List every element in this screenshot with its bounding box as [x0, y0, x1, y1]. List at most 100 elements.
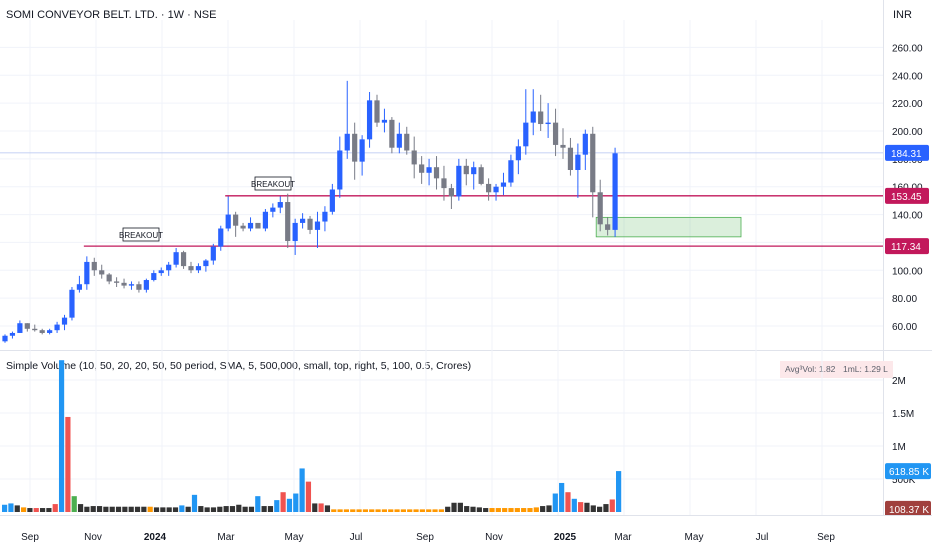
volume-bar [267, 506, 274, 512]
volume-chart[interactable]: 500K 1M 1.5M 2M 618.85 K 108.37 K [0, 350, 932, 515]
volume-bar [71, 496, 77, 512]
breakout-label: BREAKOUT [251, 176, 295, 191]
candle [106, 273, 112, 285]
price-tick-label: 260.00 [892, 43, 923, 54]
candle [359, 135, 365, 176]
time-axis[interactable]: Sep Nov 2024 Mar May Jul Sep Nov 2025 Mar May Jul Se… [0, 515, 932, 550]
candle-body [136, 284, 142, 290]
price-chart[interactable]: 60.0080.00100.00120.00140.00160.00180.00… [0, 0, 932, 350]
price-tick-label: 220.00 [892, 99, 923, 110]
candle [352, 122, 358, 180]
candle-body [210, 246, 216, 261]
price-badge-text: 153.45 [891, 192, 922, 203]
candle [180, 250, 187, 269]
candle [322, 206, 328, 232]
candle-body [337, 150, 343, 190]
time-label: Sep [21, 532, 39, 543]
volume-bar [597, 506, 603, 512]
volume-bar [204, 507, 210, 512]
volume-bar [375, 509, 381, 512]
volume-bar [609, 499, 615, 512]
candle [24, 323, 30, 332]
candle-body [567, 147, 574, 170]
candle-body [552, 122, 559, 145]
one-ml-badge: 1mL: 1.29 L [838, 361, 893, 378]
candle [173, 247, 179, 268]
candle-body [262, 211, 268, 229]
volume-bar [571, 498, 577, 512]
volume-bar [388, 509, 394, 512]
candle [448, 183, 454, 209]
candle-body [322, 211, 328, 222]
candle-body [91, 261, 97, 271]
candle [47, 328, 53, 335]
volume-tick-label: 500K [892, 475, 916, 486]
volume-bar [533, 507, 539, 512]
candle [61, 314, 68, 331]
volume-bar [457, 502, 463, 512]
volume-bar [407, 509, 413, 512]
volume-bar [426, 509, 432, 512]
candle [493, 183, 499, 201]
time-axis-divider [0, 515, 932, 516]
candle-body [2, 335, 8, 342]
candle [612, 147, 618, 237]
price-badge-2: 117.34 [885, 238, 929, 255]
candle [530, 89, 536, 136]
pane-divider[interactable] [0, 350, 932, 351]
volume-legend[interactable]: Simple Volume (10, 50, 20, 20, 50, 50 pe… [6, 360, 472, 372]
candle [240, 222, 246, 232]
volume-bar [52, 504, 58, 512]
candle-body [500, 182, 507, 187]
price-badge-text: 117.34 [891, 242, 921, 253]
volume-bar [495, 508, 501, 512]
volume-badge-0: 618.85 K [885, 463, 931, 480]
volume-bar [160, 507, 166, 512]
candle [337, 136, 343, 198]
candle [210, 243, 216, 265]
volume-bar [432, 509, 438, 512]
candle-body [106, 274, 112, 282]
volume-bar [65, 416, 71, 512]
candle [39, 328, 45, 335]
candle [166, 261, 172, 276]
candle [411, 136, 417, 179]
currency-label[interactable]: INR [893, 9, 912, 21]
candle-body [218, 228, 224, 247]
breakout-label-box [254, 176, 292, 191]
candle-body [493, 186, 499, 193]
candle [508, 154, 514, 187]
volume-bar [286, 498, 293, 512]
candle-body [9, 332, 16, 336]
candle-body [99, 270, 105, 275]
volume-bar [299, 468, 305, 512]
time-label: Mar [217, 532, 235, 543]
candle-body [508, 160, 514, 183]
volume-bar [464, 506, 470, 512]
candle [247, 217, 254, 232]
candle [329, 183, 335, 215]
candle-body [255, 222, 261, 229]
candle [523, 89, 529, 155]
candle [590, 126, 596, 218]
volume-bar [362, 509, 369, 512]
candle [478, 164, 484, 186]
candle-body [84, 261, 90, 285]
volume-bar [603, 504, 609, 512]
price-tick-label: 80.00 [892, 294, 917, 305]
volume-bar [280, 492, 286, 512]
volume-bar [451, 502, 457, 512]
time-label: Nov [84, 532, 102, 543]
candle-body [456, 165, 462, 197]
candle [366, 91, 373, 148]
candle-body [478, 167, 484, 184]
chart-title: SOMI CONVEYOR BELT. LTD. · 1W · NSE [6, 9, 217, 21]
volume-bar [185, 506, 191, 512]
candle-body [486, 183, 492, 193]
candle-body [180, 252, 187, 267]
candle-body [203, 260, 209, 267]
candle-body [590, 133, 596, 193]
candle [538, 94, 544, 131]
volume-bar [318, 503, 324, 512]
candle-body [307, 218, 313, 230]
